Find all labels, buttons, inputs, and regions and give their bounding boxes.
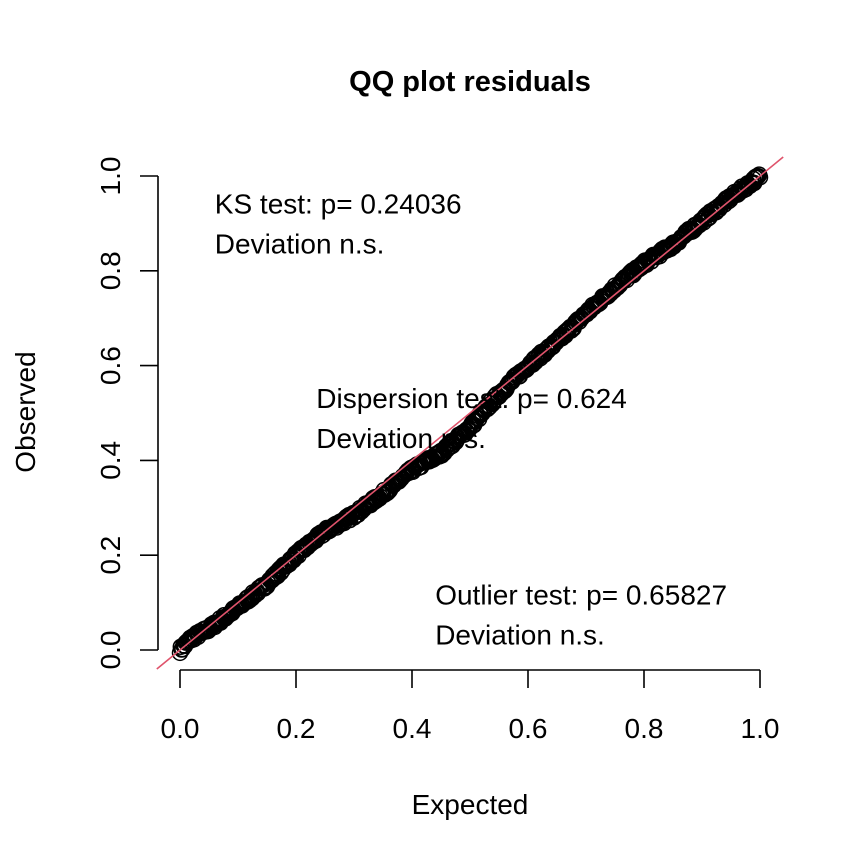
y-tick-label: 1.0 (95, 157, 126, 196)
x-axis: 0.0 0.2 0.4 0.6 0.8 1.0 (161, 669, 780, 744)
chart-title: QQ plot residuals (349, 66, 591, 98)
x-tick-label: 0.0 (161, 713, 200, 744)
y-axis: 0.0 0.2 0.4 0.6 0.8 1.0 (95, 157, 159, 670)
data-points (171, 166, 769, 662)
annotation-text: Deviation n.s. (215, 228, 385, 259)
annotation-text: KS test: p= 0.24036 (215, 188, 462, 219)
y-tick-label: 0.6 (95, 346, 126, 385)
reference-line-group (156, 156, 784, 670)
x-axis-label: Expected (412, 789, 529, 820)
y-tick-label: 0.2 (95, 536, 126, 575)
y-tick-label: 0.4 (95, 441, 126, 480)
reference-line (156, 156, 784, 670)
y-tick-label: 0.0 (95, 631, 126, 670)
y-tick-label: 0.8 (95, 251, 126, 290)
data-point (751, 169, 769, 186)
x-tick-label: 0.6 (509, 713, 548, 744)
x-tick-label: 1.0 (741, 713, 780, 744)
annotations: KS test: p= 0.24036 Deviation n.s. Dispers… (215, 188, 727, 650)
x-tick-label: 0.8 (625, 713, 664, 744)
annotation-text: Outlier test: p= 0.65827 (435, 579, 727, 610)
x-tick-label: 0.2 (277, 713, 316, 744)
annotation-text: Deviation n.s. (316, 423, 486, 454)
annotation-text: Dispersion test: p= 0.624 (316, 383, 627, 414)
x-tick-label: 0.4 (393, 713, 432, 744)
annotation-text: Deviation n.s. (435, 619, 605, 650)
y-axis-label: Observed (10, 351, 41, 472)
